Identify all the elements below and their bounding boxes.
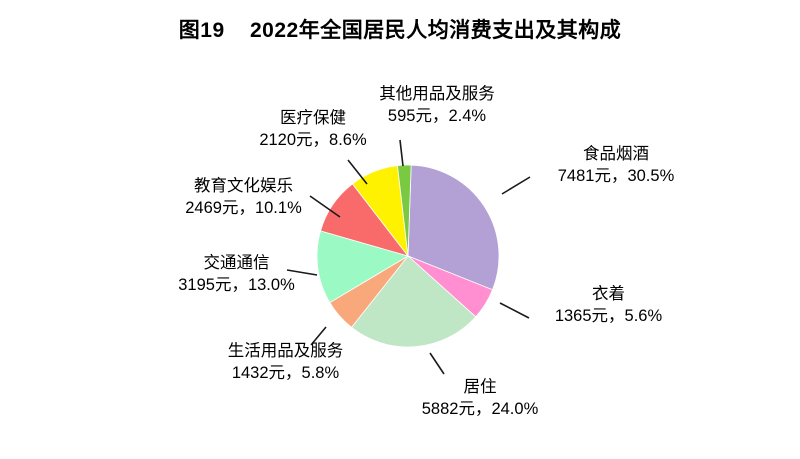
pie-label-value-housing: 5882元，24.0% [421,400,539,419]
pie-label-value-medical: 2120元，8.6% [259,131,367,150]
pie-label-household: 生活用品及服务 1432元，5.8% [183,340,388,385]
pie-slice-8[interactable] [397,164,412,257]
pie-label-value-education: 2469元，10.1% [185,199,302,218]
leader-food [501,176,531,195]
pie-label-name-clothing: 衣着 [592,285,625,303]
pie-label-name-housing: 居住 [463,378,497,396]
pie-label-value-clothing: 1365元，5.6% [554,307,663,326]
pie-slices [316,164,500,348]
pie-slice-3[interactable] [350,255,477,348]
pie-label-name-transport: 交通通信 [203,254,270,272]
pie-label-clothing: 衣着 1365元，5.6% [516,283,701,328]
pie-leader-lines [286,139,531,375]
pie-label-name-medical: 医疗保健 [280,109,346,127]
pie-label-name-household: 生活用品及服务 [227,342,344,360]
pie-label-other: 其他用品及服务 595元，2.4% [342,83,532,128]
page-title: 图19 2022年全国居民人均消费支出及其构成 [178,19,622,42]
leader-other [399,139,404,167]
pie-label-transport: 交通通信 3195元，13.0% [144,252,329,297]
pie-label-medical: 医疗保健 2120元，8.6% [228,107,398,152]
pie-label-food: 食品烟酒 7481元，30.5% [521,143,711,188]
pie-label-housing: 居住 5882元，24.0% [385,376,575,421]
leader-education [309,195,341,218]
leader-clothing [499,302,530,319]
pie-label-value-other: 595元，2.4% [387,107,487,126]
pie-label-name-food: 食品烟酒 [583,145,649,163]
pie-slice-1[interactable] [407,164,500,291]
pie-label-value-food: 7481元，30.5% [557,167,675,186]
pie-label-name-education: 教育文化娱乐 [194,177,293,195]
leader-household [310,326,327,346]
pie-label-value-household: 1432元，5.8% [231,364,340,383]
pie-slice-5[interactable] [316,230,409,304]
leader-medical [347,159,368,185]
leader-housing [429,352,445,375]
pie-label-value-transport: 3195元，13.0% [178,276,295,295]
leader-transport [286,269,318,276]
pie-label-name-other: 其他用品及服务 [379,85,495,103]
pie-label-education: 教育文化娱乐 2469元，10.1% [151,175,336,220]
